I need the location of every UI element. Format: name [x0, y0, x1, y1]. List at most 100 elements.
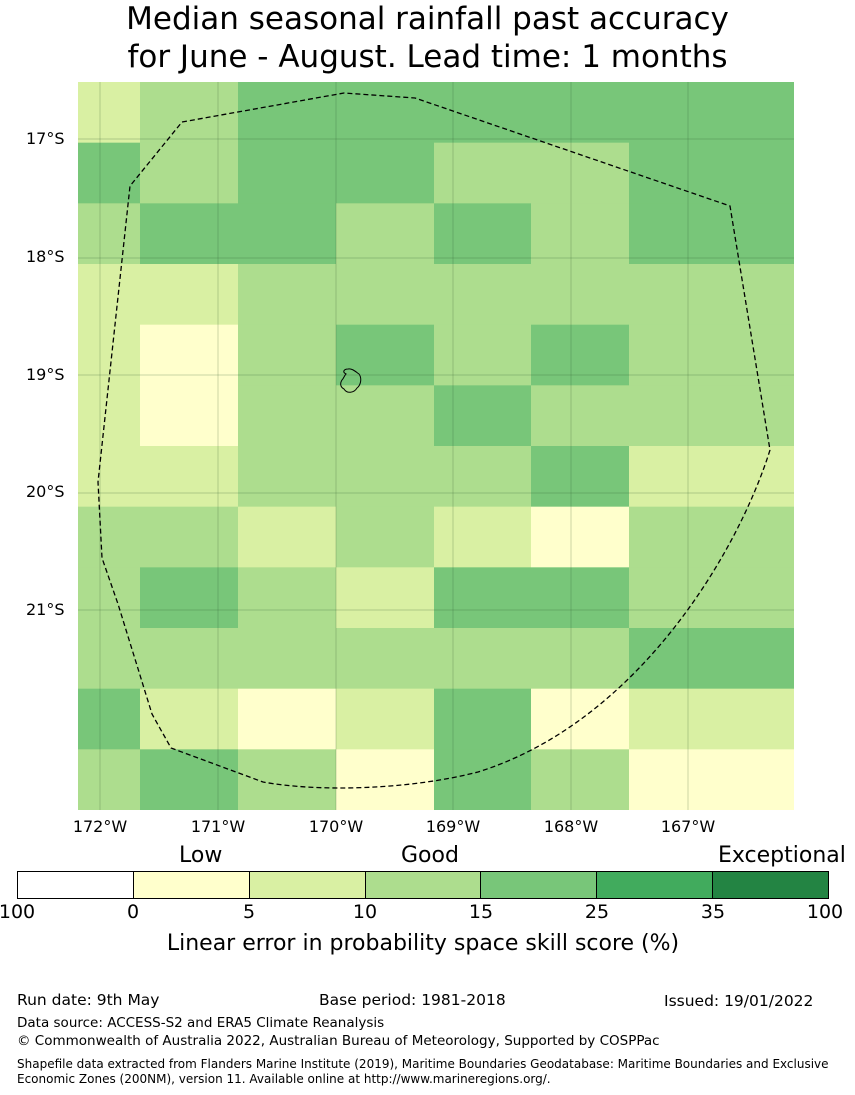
grid-cell [78, 506, 140, 568]
grid-cell [434, 446, 531, 508]
graticule [78, 82, 794, 810]
grid-cell [629, 446, 794, 508]
grid-cell [629, 567, 794, 629]
grid-cell [238, 203, 336, 265]
grid-cell [434, 203, 531, 265]
colorbar-segment [18, 872, 134, 898]
colorbar-tick-6: 35 [700, 901, 726, 923]
grid-cell [629, 264, 794, 326]
copyright: © Commonwealth of Australia 2022, Austra… [17, 1033, 660, 1049]
lon-label-171w: 171°W [190, 817, 246, 836]
grid-cell [78, 203, 140, 265]
colorbar-tick-5: 25 [584, 901, 610, 923]
lat-label-19s: 19°S [26, 365, 65, 384]
shapefile-credit: Shapefile data extracted from Flanders M… [17, 1057, 829, 1086]
data-source: Data source: ACCESS-S2 and ERA5 Climate … [17, 1015, 385, 1031]
grid-cell [238, 446, 336, 508]
grid-cell [78, 142, 140, 204]
run-date: Run date: 9th May [17, 991, 160, 1009]
lat-label-17s: 17°S [26, 129, 65, 148]
grid-cell [140, 82, 238, 144]
lon-label-169w: 169°W [425, 817, 481, 836]
grid-cell [629, 628, 794, 690]
grid-cell [629, 324, 794, 386]
grid-cell [238, 506, 336, 568]
grid-cell [434, 324, 531, 386]
grid-cell [336, 567, 434, 629]
chart-title: Median seasonal rainfall past accuracy f… [0, 0, 855, 76]
grid-cell [629, 82, 794, 144]
grid-cell [531, 506, 629, 568]
grid-cell [140, 567, 238, 629]
grid-cell [531, 628, 629, 690]
colorbar-segment [713, 872, 829, 898]
grid-cell [238, 567, 336, 629]
colorbar-segment [249, 872, 366, 898]
grid-cell [78, 324, 140, 386]
colorbar-category-exceptional: Exceptional [718, 843, 846, 868]
grid-cell [78, 264, 140, 326]
grid-cell [238, 264, 336, 326]
lat-label-18s: 18°S [26, 247, 65, 266]
colorbar-segment [481, 872, 598, 898]
colorbar-segment [597, 872, 714, 898]
grid-cell [336, 82, 434, 144]
grid-cell [238, 324, 336, 386]
grid-cell [531, 688, 629, 750]
colorbar-tick-7: 100 [806, 901, 844, 923]
grid-cell [434, 749, 531, 810]
colorbar-segment [133, 872, 250, 898]
grid-cell [336, 142, 434, 204]
skill-score-map [78, 82, 794, 810]
grid-cell [434, 688, 531, 750]
grid-cell [434, 82, 531, 144]
grid-cell [336, 688, 434, 750]
grid-cell [629, 203, 794, 265]
grid-cell [629, 142, 794, 204]
grid-cell [434, 506, 531, 568]
lon-label-170w: 170°W [308, 817, 364, 836]
grid-cell [434, 567, 531, 629]
grid-cell [238, 82, 336, 144]
grid-cell [78, 385, 140, 447]
lon-label-172w: 172°W [72, 817, 128, 836]
grid-cell [336, 446, 434, 508]
grid-cell [531, 324, 629, 386]
colorbar-tick-1: 0 [126, 901, 140, 923]
grid-cell [140, 446, 238, 508]
colorbar-tick-3: 10 [352, 901, 378, 923]
colorbar-segment [365, 872, 482, 898]
grid-cell [78, 446, 140, 508]
grid-cell [140, 628, 238, 690]
lat-label-21s: 21°S [26, 600, 65, 619]
lat-label-20s: 20°S [26, 482, 65, 501]
colorbar-category-low: Low [179, 843, 223, 868]
grid-cell [336, 749, 434, 810]
grid-cell [336, 264, 434, 326]
lon-label-167w: 167°W [660, 817, 716, 836]
title-line-2: for June - August. Lead time: 1 months [127, 39, 728, 75]
grid-cell [434, 385, 531, 447]
grid-cell [531, 385, 629, 447]
island-outline [340, 368, 362, 393]
lon-label-168w: 168°W [543, 817, 599, 836]
grid-cell [140, 203, 238, 265]
grid-cell [434, 142, 531, 204]
colorbar-tick-4: 15 [468, 901, 494, 923]
grid-cell [629, 385, 794, 447]
grid-cell [140, 688, 238, 750]
grid-cell [238, 628, 336, 690]
grid-cell [140, 324, 238, 386]
grid-cell [140, 506, 238, 568]
issued-date: Issued: 19/01/2022 [664, 992, 814, 1010]
skill-grid [78, 82, 794, 810]
grid-cell [531, 567, 629, 629]
grid-cell [629, 506, 794, 568]
grid-cell [531, 82, 629, 144]
grid-cell [78, 82, 140, 144]
grid-cell [336, 203, 434, 265]
grid-cell [140, 749, 238, 810]
grid-cell [238, 385, 336, 447]
base-period: Base period: 1981-2018 [319, 991, 506, 1009]
grid-cell [140, 385, 238, 447]
